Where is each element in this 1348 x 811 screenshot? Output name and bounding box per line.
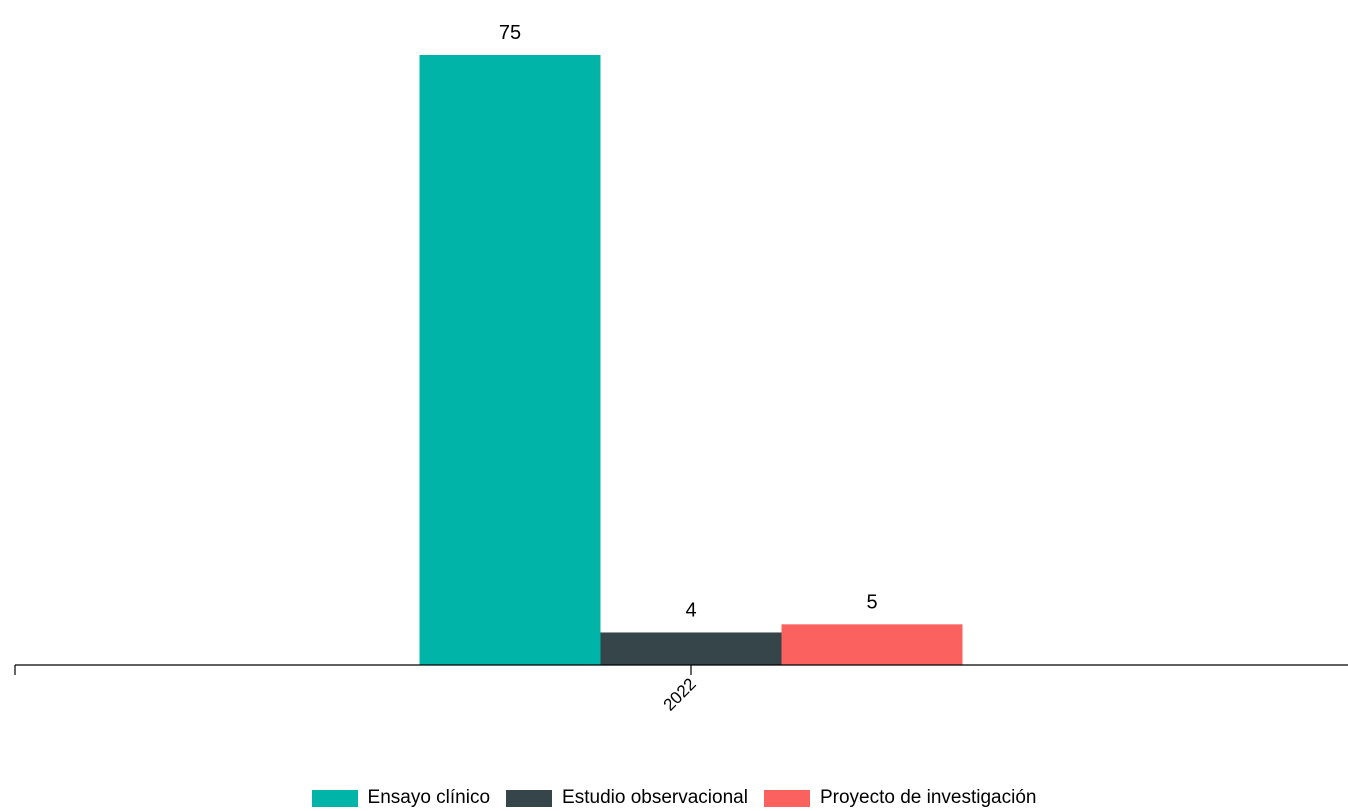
legend-swatch <box>506 789 553 807</box>
bar-estudio-observacional <box>600 632 782 665</box>
legend: Ensayo clínico Estudio observacional Proye… <box>0 785 1348 811</box>
data-label: 75 <box>499 22 521 44</box>
legend-label: Ensayo clínico <box>367 787 491 808</box>
bar-ensayo-clínico <box>419 55 601 665</box>
legend-item: Estudio observacional <box>506 787 748 809</box>
legend-item: Ensayo clínico <box>311 787 491 809</box>
data-label: 4 <box>685 599 696 621</box>
bars-layer <box>419 55 963 665</box>
legend-swatch <box>763 789 810 807</box>
legend-item: Proyecto de investigación <box>763 787 1037 809</box>
x-ticks-layer: 2022 <box>660 665 700 715</box>
legend-label: Proyecto de investigación <box>819 787 1037 808</box>
x-tick-label: 2022 <box>660 674 700 714</box>
legend-swatch <box>311 789 358 807</box>
data-label: 5 <box>866 591 877 613</box>
bar-chart: 75 4 5 2022 <box>14 22 1348 715</box>
legend-label: Estudio observacional <box>562 787 748 808</box>
bar-proyecto-de-investigación <box>781 624 963 665</box>
value-labels-layer: 75 4 5 <box>499 22 878 621</box>
